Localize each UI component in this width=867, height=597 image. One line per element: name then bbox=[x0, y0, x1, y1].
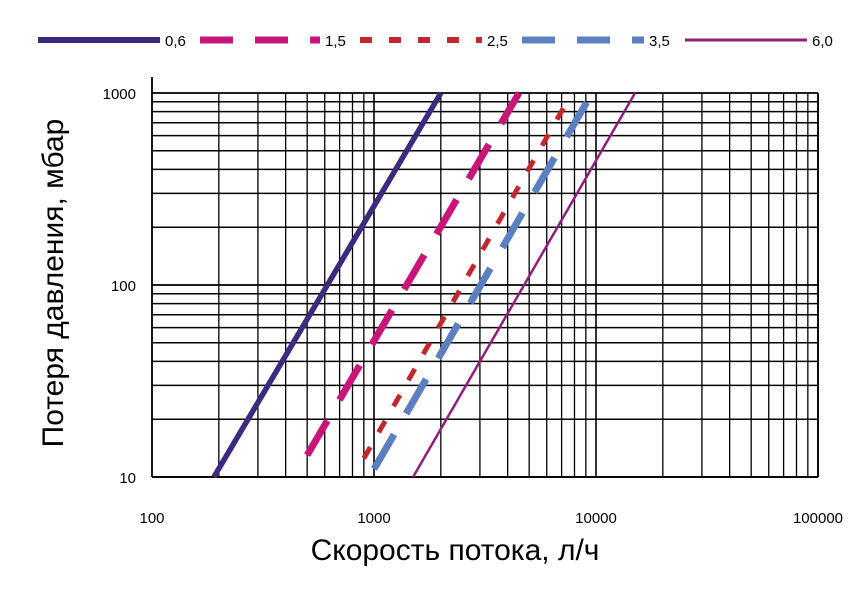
x-tick-label: 100000 bbox=[793, 510, 843, 527]
series-layer bbox=[211, 91, 637, 479]
x-tick-label: 100 bbox=[139, 510, 164, 527]
grid-major bbox=[151, 77, 819, 478]
x-tick-label: 10000 bbox=[575, 510, 617, 527]
series-line-3-5 bbox=[370, 91, 596, 471]
series-line-6-0 bbox=[412, 92, 637, 478]
y-tick-label: 10 bbox=[119, 470, 136, 487]
x-axis-title: Скорость потока, л/ч bbox=[311, 534, 600, 567]
y-tick-label: 1000 bbox=[103, 86, 136, 103]
legend: 0,6 1,5 2,5 3,5 6,0 bbox=[38, 33, 833, 50]
y-axis-title: Потеря давления, мбар bbox=[37, 119, 70, 448]
y-tick-labels: 10 100 1000 bbox=[103, 86, 136, 487]
legend-label-3-5: 3,5 bbox=[649, 33, 670, 50]
legend-label-6-0: 6,0 bbox=[812, 33, 833, 50]
series-line-2-5 bbox=[361, 91, 575, 460]
legend-label-2-5: 2,5 bbox=[487, 33, 508, 50]
x-tick-label: 1000 bbox=[357, 510, 390, 527]
y-tick-label: 100 bbox=[111, 278, 136, 295]
series-line-1-5 bbox=[304, 91, 523, 457]
x-tick-labels: 100 1000 10000 100000 bbox=[139, 510, 843, 527]
legend-label-1-5: 1,5 bbox=[325, 33, 346, 50]
legend-label-0-6: 0,6 bbox=[165, 33, 186, 50]
series-line-0-6 bbox=[211, 91, 444, 479]
